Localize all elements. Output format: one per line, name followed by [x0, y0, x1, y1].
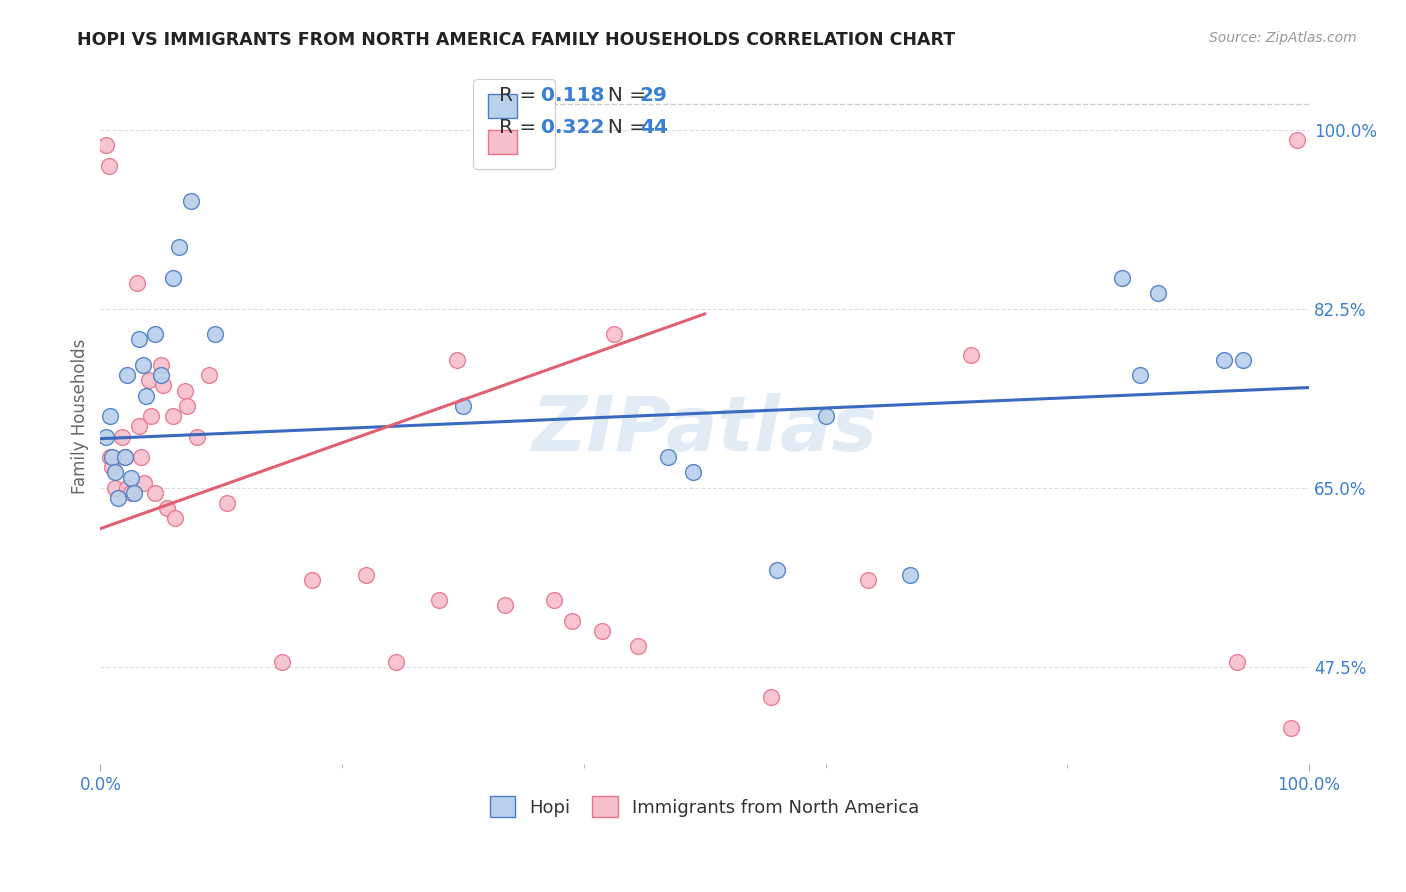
- Point: [543, 593, 565, 607]
- Text: 44: 44: [640, 118, 668, 137]
- Point: [856, 573, 879, 587]
- Point: [131, 450, 153, 464]
- Point: [139, 409, 162, 424]
- Point: [1279, 721, 1302, 735]
- Point: [138, 373, 160, 387]
- Point: [766, 563, 789, 577]
- Y-axis label: Family Households: Family Households: [72, 338, 89, 494]
- Point: [98, 450, 121, 464]
- Point: [761, 690, 783, 705]
- Point: [356, 567, 378, 582]
- Text: N =: N =: [595, 86, 652, 105]
- Point: [561, 614, 583, 628]
- Point: [451, 399, 474, 413]
- Text: 0.322: 0.322: [541, 118, 605, 137]
- Point: [96, 429, 118, 443]
- Text: 0.118: 0.118: [541, 86, 605, 105]
- Point: [1111, 271, 1133, 285]
- Point: [1213, 353, 1236, 368]
- Point: [101, 460, 124, 475]
- Point: [152, 378, 174, 392]
- Point: [301, 573, 323, 587]
- Point: [627, 639, 650, 653]
- Point: [204, 327, 226, 342]
- Point: [96, 138, 118, 153]
- Point: [385, 655, 408, 669]
- Point: [427, 593, 450, 607]
- Point: [149, 368, 172, 383]
- Legend: Hopi, Immigrants from North America: Hopi, Immigrants from North America: [482, 789, 927, 824]
- Point: [176, 399, 198, 413]
- Point: [167, 240, 190, 254]
- Point: [143, 327, 166, 342]
- Point: [107, 491, 129, 505]
- Point: [104, 481, 127, 495]
- Point: [120, 470, 142, 484]
- Point: [814, 409, 837, 424]
- Point: [114, 450, 136, 464]
- Point: [1285, 133, 1308, 147]
- Point: [1147, 286, 1170, 301]
- Point: [1225, 655, 1247, 669]
- Point: [657, 450, 679, 464]
- Point: [898, 567, 921, 582]
- Point: [128, 419, 150, 434]
- Point: [162, 271, 184, 285]
- Point: [104, 466, 127, 480]
- Point: [603, 327, 626, 342]
- Point: [122, 486, 145, 500]
- Point: [125, 277, 148, 291]
- Point: [132, 475, 155, 490]
- Text: R =: R =: [499, 86, 543, 105]
- Point: [143, 486, 166, 500]
- Point: [111, 429, 134, 443]
- Point: [115, 481, 138, 495]
- Text: HOPI VS IMMIGRANTS FROM NORTH AMERICA FAMILY HOUSEHOLDS CORRELATION CHART: HOPI VS IMMIGRANTS FROM NORTH AMERICA FA…: [77, 31, 956, 49]
- Point: [131, 358, 153, 372]
- Point: [198, 368, 221, 383]
- Point: [1232, 353, 1254, 368]
- Point: [1129, 368, 1152, 383]
- Point: [98, 409, 121, 424]
- Point: [174, 384, 197, 398]
- Point: [682, 466, 704, 480]
- Point: [114, 450, 136, 464]
- Point: [591, 624, 613, 638]
- Point: [270, 655, 292, 669]
- Point: [101, 450, 124, 464]
- Point: [128, 333, 150, 347]
- Point: [115, 368, 138, 383]
- Text: N =: N =: [595, 118, 652, 137]
- Point: [217, 496, 239, 510]
- Point: [135, 389, 157, 403]
- Point: [120, 486, 142, 500]
- Point: [186, 429, 208, 443]
- Text: Source: ZipAtlas.com: Source: ZipAtlas.com: [1209, 31, 1357, 45]
- Text: 29: 29: [640, 86, 668, 105]
- Point: [156, 501, 179, 516]
- Point: [494, 599, 516, 613]
- Point: [162, 409, 184, 424]
- Point: [97, 159, 120, 173]
- Point: [165, 511, 187, 525]
- Point: [180, 194, 202, 209]
- Point: [149, 358, 172, 372]
- Point: [959, 348, 981, 362]
- Point: [446, 353, 468, 368]
- Text: ZIPatlas: ZIPatlas: [531, 393, 877, 467]
- Text: R =: R =: [499, 118, 543, 137]
